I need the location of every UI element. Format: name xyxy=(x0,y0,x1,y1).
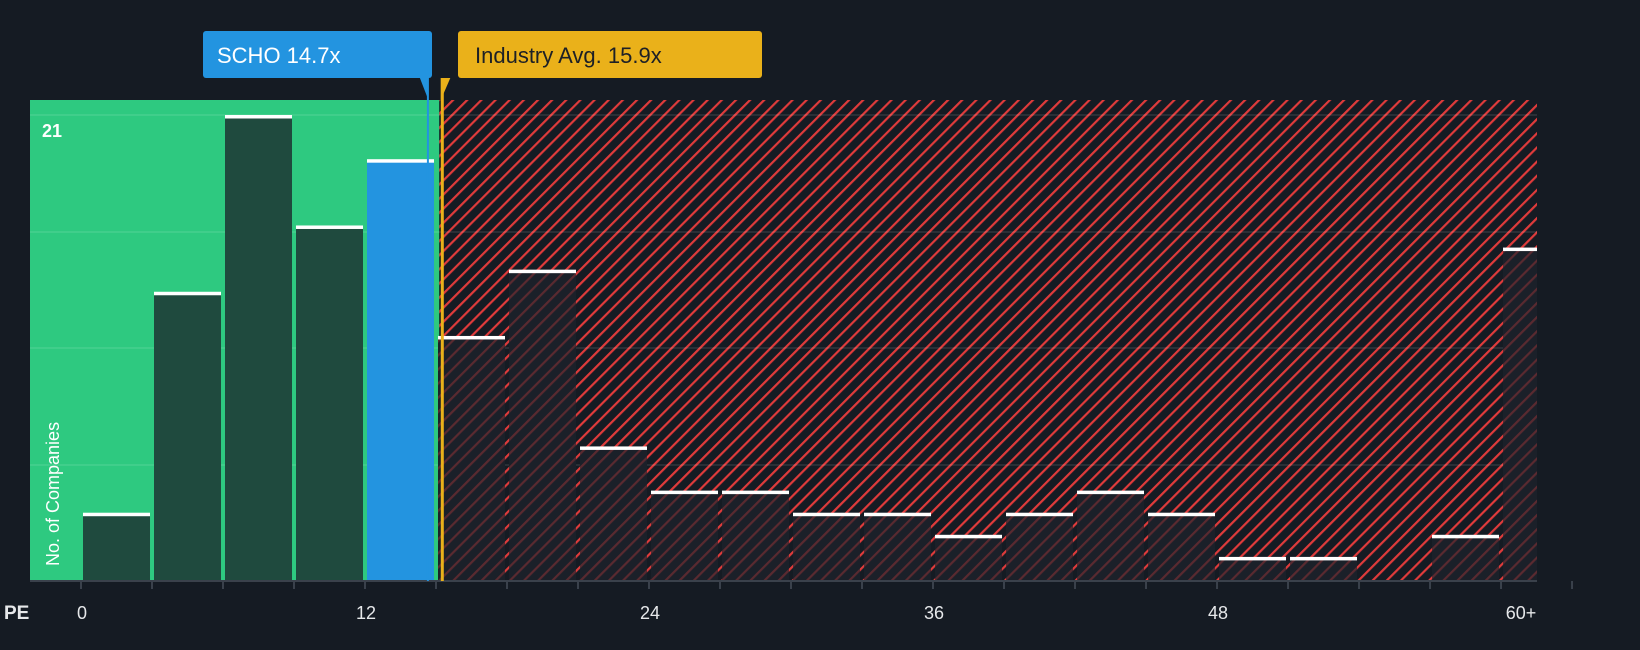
histogram-bar xyxy=(509,271,577,581)
histogram-bar xyxy=(1290,558,1358,581)
x-tick-label: 36 xyxy=(924,603,944,623)
histogram-bar xyxy=(1148,514,1216,581)
bar-top-cap xyxy=(225,115,293,119)
histogram-bar xyxy=(154,293,222,581)
histogram-bar xyxy=(1219,558,1287,581)
histogram-bar xyxy=(864,514,932,581)
x-tick-label: 0 xyxy=(77,603,87,623)
histogram-bar xyxy=(651,492,719,581)
x-tick-label: 48 xyxy=(1208,603,1228,623)
histogram-bar xyxy=(1006,514,1074,581)
histogram-bar xyxy=(1503,249,1537,582)
histogram-bar xyxy=(722,492,790,581)
histogram-bar xyxy=(225,117,293,581)
industry-callout xyxy=(458,31,762,78)
bar-top-cap xyxy=(83,512,151,517)
bar-top-cap xyxy=(296,225,364,229)
histogram-bar xyxy=(438,337,506,581)
x-axis-label: PE xyxy=(4,603,29,624)
histogram-bar xyxy=(1077,492,1145,581)
bar-top-cap xyxy=(722,490,790,495)
bar-top-cap xyxy=(1219,556,1287,561)
company-callout xyxy=(203,31,432,78)
x-tick-label: 12 xyxy=(356,603,376,623)
bar-top-cap xyxy=(935,534,1003,539)
bar-top-cap xyxy=(793,512,861,517)
histogram-bar xyxy=(296,227,364,581)
company-callout-label: SCHO 14.7x xyxy=(217,43,341,68)
y-axis-label: No. of Companies xyxy=(43,422,63,566)
bar-top-cap xyxy=(438,335,506,340)
bar-top-cap xyxy=(1148,512,1216,517)
x-tick-label: 60+ xyxy=(1506,603,1537,623)
bar-top-cap xyxy=(154,291,222,296)
histogram-bar xyxy=(1432,536,1500,581)
histogram-bar xyxy=(83,514,151,581)
histogram-bar xyxy=(580,448,648,581)
bar-top-cap xyxy=(1077,490,1145,495)
bar-top-cap xyxy=(509,269,577,274)
histogram-bar xyxy=(367,161,435,581)
bar-top-cap xyxy=(1503,247,1537,252)
bar-top-cap xyxy=(367,159,435,163)
y-max-label: 21 xyxy=(42,121,62,141)
bar-top-cap xyxy=(1290,556,1358,561)
bar-top-cap xyxy=(651,490,719,495)
x-tick-label: 24 xyxy=(640,603,660,623)
company-callout-tail xyxy=(419,78,429,100)
bar-top-cap xyxy=(580,446,648,450)
histogram-bar xyxy=(935,536,1003,581)
industry-callout-label: Industry Avg. 15.9x xyxy=(475,43,662,68)
industry-callout-tail xyxy=(440,78,451,100)
bar-top-cap xyxy=(1006,512,1074,517)
bar-top-cap xyxy=(864,512,932,517)
bar-top-cap xyxy=(1432,534,1500,539)
histogram-bar xyxy=(793,514,861,581)
